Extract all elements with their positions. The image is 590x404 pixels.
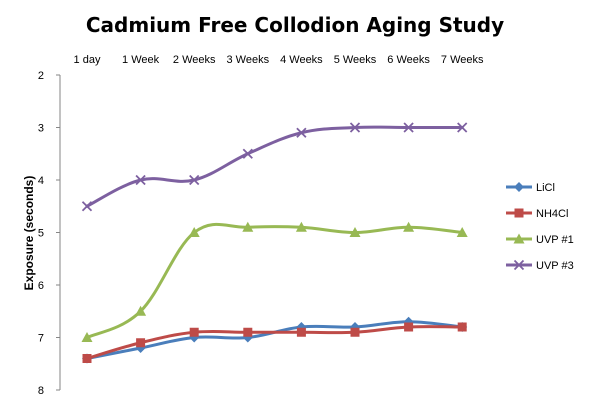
legend-swatch-marker: [514, 182, 524, 192]
x-ticks: 1 day 1 Week 2 Weeks 3 Weeks 4 Weeks 5 Weeks 6…: [74, 54, 484, 66]
x-tick-label: 7 Weeks: [441, 54, 484, 66]
series-line: [85, 325, 464, 360]
y-tick-label: 3: [38, 123, 44, 135]
data-point: [349, 122, 361, 133]
series-line: [85, 222, 464, 339]
series-line: [85, 125, 464, 208]
x-tick-label: 6 Weeks: [387, 54, 430, 66]
y-tick-label: 6: [38, 280, 44, 292]
data-point: [457, 322, 467, 332]
y-tick-label: 5: [38, 228, 44, 240]
legend-item-nh4cl: NH4Cl: [506, 208, 568, 220]
data-point: [296, 327, 306, 337]
data-point: [136, 338, 146, 348]
data-point: [242, 148, 253, 159]
x-tick-label: 3 Weeks: [227, 54, 270, 66]
data-point: [135, 174, 146, 186]
chart-title: Cadmium Free Collodion Aging Study: [86, 13, 504, 37]
data-point: [403, 221, 415, 232]
y-ticks: 2 3 4 5 6 7 8: [38, 70, 60, 397]
x-tick-label: 2 Weeks: [173, 54, 216, 66]
legend-label: NH4Cl: [536, 208, 568, 220]
x-tick-label: 1 Week: [122, 54, 160, 66]
legend-label: UVP #1: [536, 234, 574, 246]
legend-swatch-marker: [514, 208, 524, 218]
series-nh4cl: [82, 322, 467, 363]
data-point: [350, 327, 360, 337]
data-point: [403, 122, 414, 133]
y-tick-label: 8: [38, 385, 44, 397]
series-uvp-3: [81, 122, 468, 212]
data-point: [296, 127, 307, 138]
data-point: [189, 327, 199, 337]
legend-item-uvp-1: UVP #1: [506, 233, 574, 246]
data-point: [81, 332, 93, 342]
y-tick-label: 4: [38, 175, 44, 187]
x-tick-label: 4 Weeks: [280, 54, 323, 66]
series-uvp-1: [81, 221, 468, 342]
data-point: [295, 221, 307, 232]
x-tick-label: 1 day: [74, 54, 101, 66]
y-axis-label: Exposure (seconds): [22, 176, 36, 291]
data-point: [242, 221, 254, 232]
legend-label: UVP #3: [536, 260, 574, 272]
x-tick-label: 5 Weeks: [334, 54, 377, 66]
data-point: [82, 354, 92, 363]
y-tick-label: 2: [38, 70, 44, 82]
data-point: [404, 322, 414, 332]
data-point: [81, 201, 93, 212]
data-point: [349, 227, 361, 237]
legend-label: LiCl: [536, 182, 555, 194]
data-point: [456, 227, 468, 237]
data-point: [243, 327, 253, 337]
legend-swatch-marker: [513, 233, 525, 244]
legend-item-uvp-3: UVP #3: [506, 259, 574, 272]
data-point: [135, 305, 147, 316]
data-point: [189, 174, 200, 186]
plot-area: [81, 122, 468, 364]
y-tick-label: 7: [38, 333, 44, 345]
data-point: [188, 227, 200, 237]
data-point: [457, 122, 468, 133]
legend-item-licl: LiCl: [506, 182, 555, 194]
legend-swatch-marker: [513, 259, 525, 271]
legend: LiCl NH4Cl UVP #1 UVP #3: [506, 182, 574, 272]
